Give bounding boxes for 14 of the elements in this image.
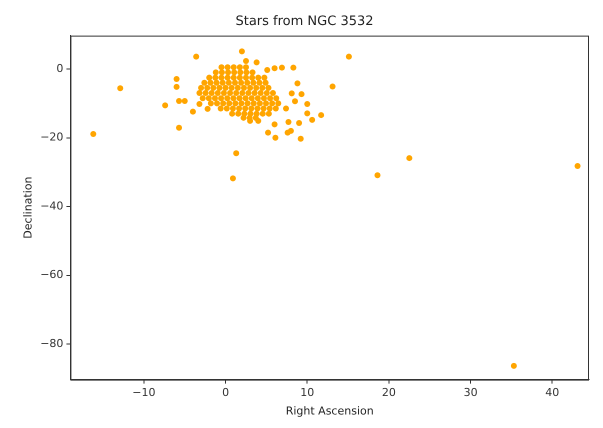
y-tick-label: −60 [40,268,64,282]
x-tick-label: −10 [132,386,156,400]
x-tick-label: 20 [382,386,396,400]
y-tick-label: −80 [40,337,64,350]
x-tick-label: 30 [464,386,478,400]
y-axis-title: Declination [21,176,34,239]
y-tick-label: 0 [56,62,64,75]
chart-title: Stars from NGC 3532 [235,14,374,30]
y-tick-label: −20 [40,130,64,144]
x-axis-title: Right Ascension [286,404,374,418]
x-tick-label: 40 [545,386,560,400]
y-tick-label: −40 [40,199,64,212]
x-tick-label: 0 [222,386,230,400]
x-tick-label: 10 [300,386,314,400]
